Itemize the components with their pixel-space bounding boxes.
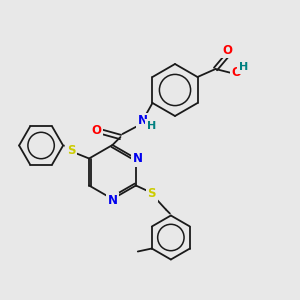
- Text: H: H: [239, 62, 248, 72]
- Text: O: O: [223, 44, 232, 56]
- Text: N: N: [133, 152, 143, 165]
- Text: N: N: [137, 115, 148, 128]
- Text: H: H: [147, 121, 156, 131]
- Text: S: S: [148, 187, 156, 200]
- Text: N: N: [107, 194, 118, 206]
- Text: S: S: [67, 144, 75, 157]
- Text: O: O: [232, 65, 242, 79]
- Text: O: O: [92, 124, 101, 137]
